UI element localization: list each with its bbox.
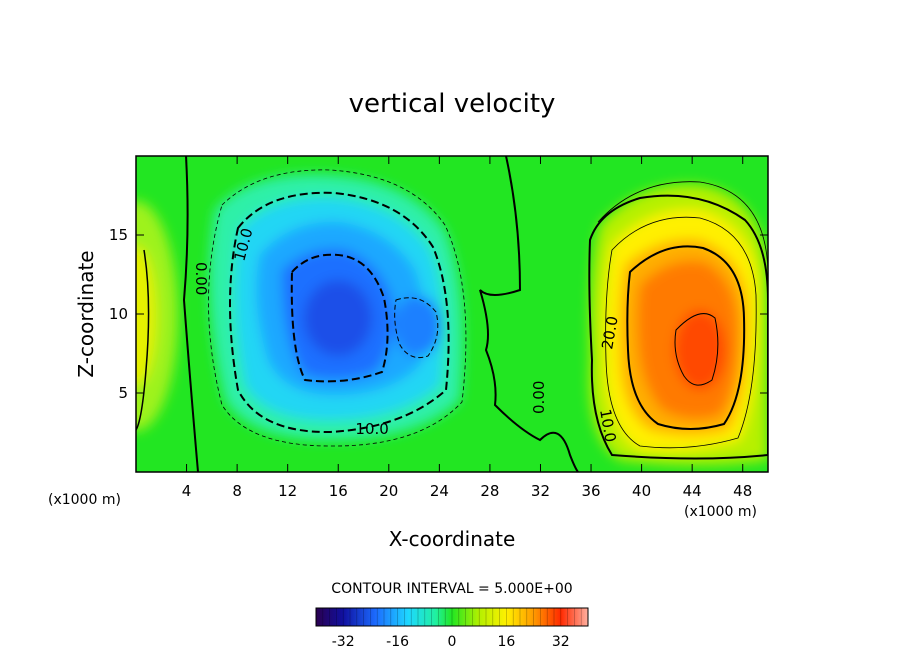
downdraft-region xyxy=(209,174,463,440)
left-updraft-region xyxy=(136,201,178,431)
colorbar xyxy=(315,607,589,627)
right-updraft-region xyxy=(589,184,768,465)
x-tick-label: 4 xyxy=(182,482,192,500)
y-axis-ticks: 5 10 15 xyxy=(109,226,768,402)
x-tick-label: 20 xyxy=(379,482,398,500)
contour-label-plus10: 10.0 xyxy=(596,408,620,444)
contour-lines xyxy=(136,156,768,472)
contour-minus15-secondary xyxy=(394,297,439,359)
contour-plus10 xyxy=(588,194,768,460)
contour-plus5 xyxy=(597,181,768,273)
contour-interval-label: CONTOUR INTERVAL = 5.000E+00 xyxy=(331,581,572,597)
colorbar-tick-label: -16 xyxy=(386,634,409,650)
filled-contour-field xyxy=(136,156,768,472)
x-tick-label: 32 xyxy=(531,482,550,500)
contour-left-updraft xyxy=(136,249,150,431)
contour-plus15 xyxy=(605,216,757,449)
y-tick-label: 15 xyxy=(109,226,128,244)
colorbar-ticks: -32 -16 0 16 32 xyxy=(332,634,570,650)
contour-label-zero-left: 0.00 xyxy=(192,262,210,295)
colorbar-tick-label: 16 xyxy=(497,634,515,650)
x-unit-label: (x1000 m) xyxy=(684,504,757,520)
colorbar-tick-label: 0 xyxy=(448,634,457,650)
contour-plus25 xyxy=(674,313,719,386)
contour-minus10 xyxy=(229,191,450,434)
contour-zero-center xyxy=(479,156,579,472)
x-axis-label: X-coordinate xyxy=(389,527,516,551)
contour-minus5 xyxy=(208,169,467,447)
contour-label-minus10-bottom: -10.0 xyxy=(350,420,389,438)
y-unit-label: (x1000 m) xyxy=(48,492,121,508)
contour-plus20 xyxy=(626,245,746,430)
x-tick-label: 28 xyxy=(480,482,499,500)
x-tick-label: 40 xyxy=(632,482,651,500)
x-tick-label: 8 xyxy=(232,482,242,500)
x-tick-label: 36 xyxy=(581,482,600,500)
x-axis-ticks: 4 8 12 16 20 24 28 32 36 40 44 48 xyxy=(182,156,752,500)
colorbar-divisions xyxy=(322,608,582,626)
x-tick-label: 12 xyxy=(278,482,297,500)
x-tick-label: 16 xyxy=(329,482,348,500)
contour-minus15 xyxy=(290,253,389,383)
colorbar-tick-label: -32 xyxy=(332,634,355,650)
contour-label-plus20: 20.0 xyxy=(598,315,622,351)
contour-label-zero-center: 0.00 xyxy=(530,381,548,414)
x-tick-label: 48 xyxy=(733,482,752,500)
x-tick-label: 24 xyxy=(430,482,449,500)
chart-title: vertical velocity xyxy=(349,89,556,119)
y-tick-label: 5 xyxy=(118,384,128,402)
x-tick-label: 44 xyxy=(683,482,702,500)
contour-label-group: 0.00 10.0 -10.0 0.00 20.0 10.0 xyxy=(192,226,622,443)
y-tick-label: 10 xyxy=(109,305,128,323)
contour-zero-left xyxy=(182,156,199,472)
colorbar-tick-label: 32 xyxy=(552,634,570,650)
y-axis-label: Z-coordinate xyxy=(74,250,98,377)
